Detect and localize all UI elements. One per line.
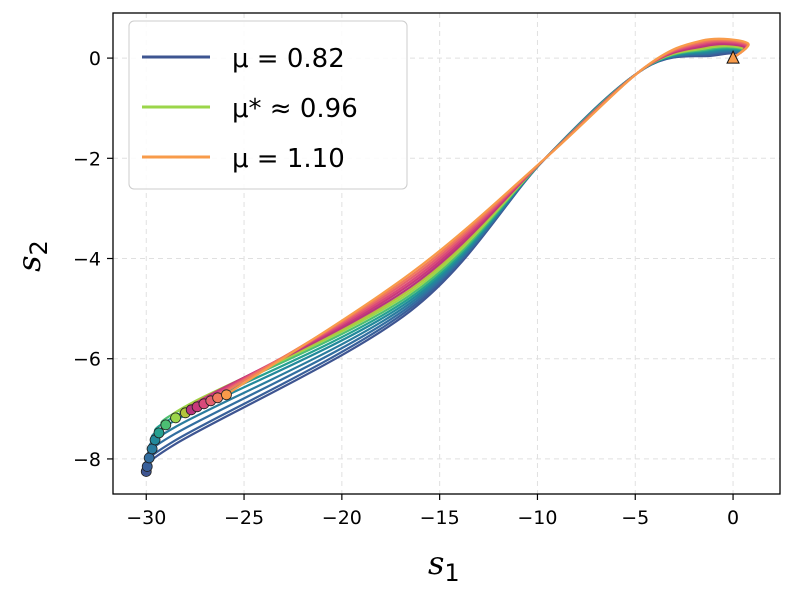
legend-box xyxy=(128,20,408,190)
x-axis-label: s1 xyxy=(428,544,460,587)
trajectory-end-marker xyxy=(143,452,155,464)
legend: μ = 0.82 μ* ≈ 0.96 μ = 1.10 xyxy=(128,20,408,190)
y-tick-label: −8 xyxy=(73,449,101,471)
trajectory-end-marker xyxy=(160,419,172,431)
legend-label-mu-high: μ = 1.10 xyxy=(232,144,345,174)
y-axis-label-main: s xyxy=(10,255,48,271)
x-axis-label-sub: 1 xyxy=(444,559,459,587)
trajectory-end-marker xyxy=(153,427,165,439)
y-axis-label: s2 xyxy=(10,240,53,272)
y-tick-label: 0 xyxy=(89,48,101,70)
trajectory-end-marker xyxy=(146,443,158,455)
plot-frame xyxy=(112,12,781,495)
start-triangle-marker xyxy=(726,49,740,64)
x-tick-label: −25 xyxy=(224,507,264,529)
y-axis-ticks: 0 −2 −4 −6 −8 xyxy=(73,48,113,471)
trajectory-end-marker xyxy=(170,412,181,424)
x-tick-label: −5 xyxy=(621,507,649,529)
x-tick-label: −10 xyxy=(517,507,557,529)
x-tick-label: −20 xyxy=(322,507,362,529)
x-axis-label-main: s xyxy=(428,544,444,582)
x-tick-label: 0 xyxy=(727,507,739,529)
x-tick-label: −15 xyxy=(420,507,460,529)
end-markers xyxy=(140,389,232,477)
start-marker-group xyxy=(726,49,740,64)
y-tick-label: −4 xyxy=(73,249,101,271)
x-tick-label: −30 xyxy=(126,507,166,529)
trajectory-end-marker xyxy=(221,389,232,401)
trajectory-curves xyxy=(144,37,750,473)
y-axis-label-sub: 2 xyxy=(25,240,53,255)
y-tick-label: −6 xyxy=(73,349,101,371)
y-tick-label: −2 xyxy=(73,148,101,170)
x-axis-ticks: −30 −25 −20 −15 −10 −5 0 xyxy=(126,494,739,529)
legend-label-mu-star: μ* ≈ 0.96 xyxy=(232,94,358,124)
trajectory-line xyxy=(216,37,750,402)
legend-label-mu-low: μ = 0.82 xyxy=(232,44,345,74)
